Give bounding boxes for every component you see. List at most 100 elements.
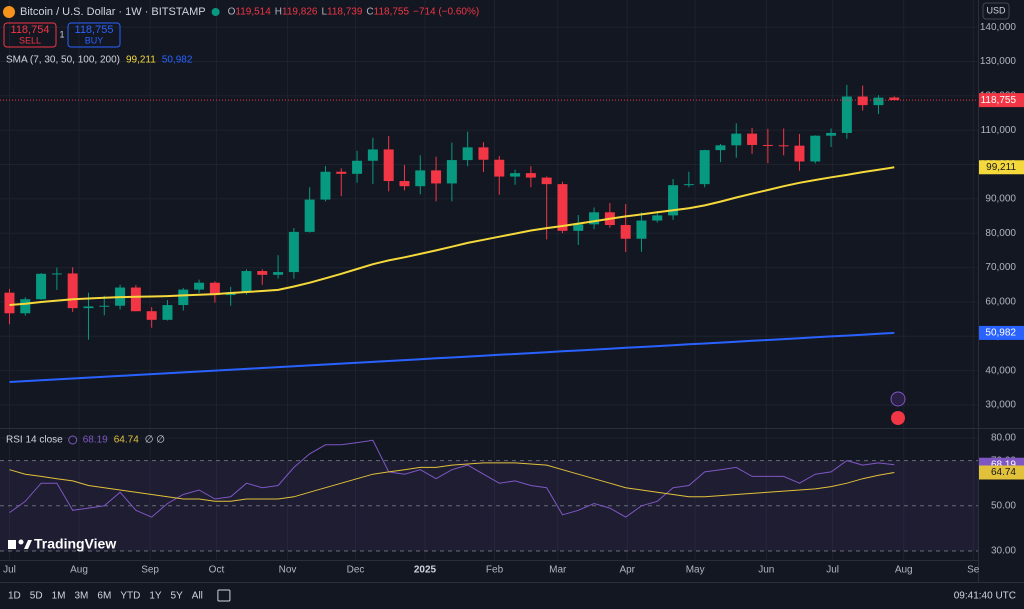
candle-body — [36, 273, 47, 300]
candle-body — [573, 224, 584, 231]
candle-body — [431, 170, 442, 184]
candle-body — [51, 273, 62, 275]
spread: 1 — [59, 29, 64, 39]
brand: TradingView — [34, 536, 116, 552]
rsi-placeholders: ∅ ∅ — [145, 435, 165, 446]
candle-body — [699, 150, 710, 185]
ohlc-part: 118,739 — [327, 7, 363, 18]
event-icon[interactable] — [890, 391, 906, 407]
y-tick-label: 70,000 — [985, 262, 1016, 273]
rsi-line — [9, 439, 895, 518]
candle-body — [288, 231, 299, 273]
ohlc-part: H — [275, 7, 282, 18]
rsi-icon — [68, 435, 78, 445]
candle-body — [510, 173, 521, 177]
candle-body — [731, 133, 742, 146]
candle-body — [241, 271, 252, 293]
rsi-line — [9, 462, 895, 502]
candle-body — [194, 282, 205, 290]
currency-button[interactable] — [982, 2, 1010, 20]
range-button[interactable]: All — [192, 591, 203, 602]
logo-shape — [8, 540, 16, 549]
x-tick-label: Mar — [549, 565, 567, 576]
y-tick-label: 80,000 — [985, 228, 1016, 239]
y-tick-label: 50.00 — [991, 500, 1016, 511]
candle-body — [83, 306, 94, 309]
candle-body — [668, 185, 679, 216]
value-tag-label: 68.19 — [991, 459, 1016, 470]
candle-body — [4, 292, 15, 314]
range-button[interactable]: 6M — [97, 591, 111, 602]
value-tag — [979, 465, 1024, 480]
range-button[interactable]: 1D — [8, 591, 21, 602]
chart-title: Bitcoin / U.S. Dollar · 1W · BITSTAMP — [20, 6, 206, 18]
y-tick-label: 40,000 — [985, 365, 1016, 376]
candle-body — [494, 159, 505, 177]
candle-body — [857, 96, 868, 106]
sell-price: 118,754 — [11, 24, 50, 36]
grid — [0, 0, 978, 560]
range-button[interactable]: YTD — [120, 591, 140, 602]
x-tick-label: Dec — [347, 565, 365, 576]
ohlc-part: 119,514 — [235, 7, 271, 18]
ohlc-part: 118,755 — [374, 7, 410, 18]
x-tick-label: Aug — [895, 565, 913, 576]
candle-body — [320, 171, 331, 200]
range-button[interactable]: 1M — [52, 591, 66, 602]
candle-body — [683, 184, 694, 186]
range-button[interactable]: 3M — [75, 591, 89, 602]
sma-value: 50,982 — [162, 55, 193, 66]
sma-value: 99,211 — [126, 55, 156, 66]
price-tag — [979, 325, 1024, 340]
event-icon[interactable] — [891, 411, 905, 425]
candle-body — [257, 271, 268, 275]
candle-body — [462, 147, 473, 161]
compare-icon — [217, 589, 231, 602]
y-tick-label: 110,000 — [981, 125, 1017, 136]
ohlc-part: C — [366, 7, 373, 18]
x-tick-label: Jun — [758, 565, 774, 576]
range-button[interactable]: 1Y — [149, 591, 162, 602]
candle-body — [399, 181, 410, 187]
price-tag-label: 99,211 — [986, 162, 1016, 173]
ohlc-part: 119,826 — [282, 7, 318, 18]
clock: 09:41:40 UTC — [954, 591, 1016, 602]
sma-line — [9, 166, 895, 306]
y-tick-label: 90,000 — [985, 194, 1016, 205]
candle-body — [810, 135, 821, 162]
candle-body — [652, 215, 663, 221]
currency: USD — [986, 5, 1006, 15]
logo-shape — [18, 539, 24, 545]
rsi-legend: RSI 14 close — [6, 435, 63, 446]
rsi-value: 64.74 — [114, 435, 139, 446]
sell-button[interactable] — [3, 22, 57, 48]
candle-body — [841, 96, 852, 133]
price-tag-label: 118,755 — [981, 95, 1017, 106]
x-tick-label: Sep — [141, 565, 159, 576]
candle-body — [304, 199, 315, 232]
candle-body — [178, 289, 189, 306]
range-button[interactable]: 5Y — [171, 591, 184, 602]
buy-button[interactable] — [67, 22, 121, 48]
x-tick-label: Se — [967, 565, 980, 576]
candle-body — [636, 220, 647, 239]
candle-body — [873, 97, 884, 106]
range-button[interactable]: 5D — [30, 591, 43, 602]
x-tick-label: May — [686, 565, 705, 576]
brand-logo: TradingView — [8, 536, 116, 552]
ohlc-part: −714 (−0.60%) — [413, 7, 479, 18]
sma-line — [9, 331, 895, 383]
candle-body — [525, 173, 536, 178]
x-tick-label: Nov — [279, 565, 297, 576]
y-tick-label: 30,000 — [985, 400, 1016, 411]
candle-body — [415, 170, 426, 187]
x-tick-label: 2025 — [414, 565, 437, 576]
candle-body — [620, 225, 631, 239]
candle-body — [209, 282, 220, 296]
y-tick-label: 80.00 — [991, 433, 1016, 444]
candle-body — [478, 147, 489, 160]
x-tick-label: Jul — [826, 565, 839, 576]
candle-body — [826, 132, 837, 136]
